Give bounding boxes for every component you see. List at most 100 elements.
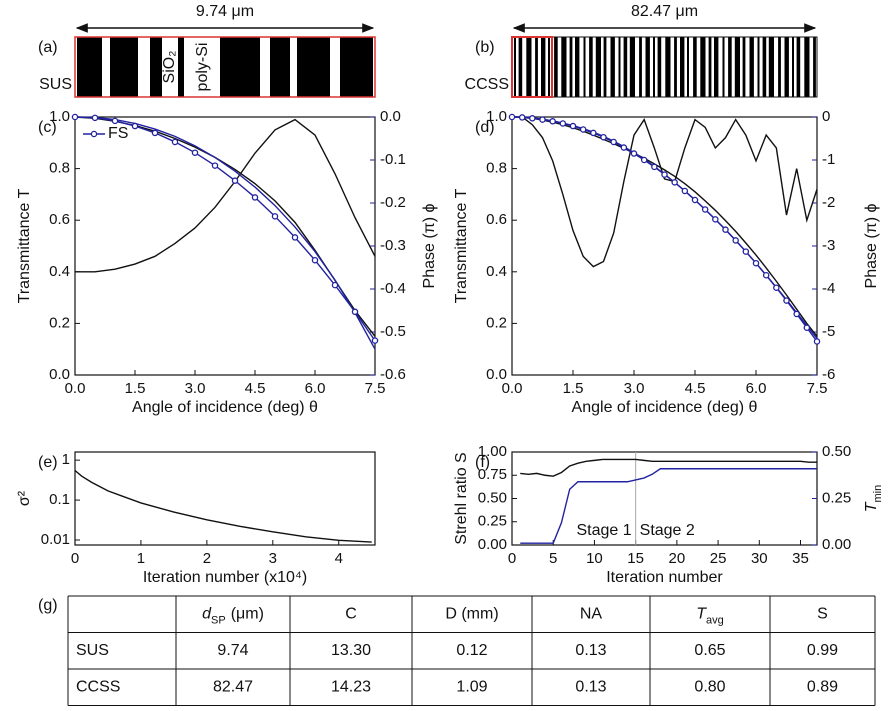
stripe <box>561 37 567 97</box>
series-marker <box>732 237 739 244</box>
material-label: poly-Si <box>194 43 211 92</box>
unit-cell-box <box>511 36 553 98</box>
series-marker <box>211 162 219 169</box>
x-tick-label: 3 <box>269 550 277 567</box>
y-tick-label: 0.8 <box>49 160 70 177</box>
y-tick-label: 0.6 <box>486 211 507 228</box>
y-tick-label: 0.8 <box>486 160 507 177</box>
stripe <box>734 37 740 97</box>
y2-tick-label: 0.0 <box>380 108 401 125</box>
stripe <box>700 37 706 97</box>
y2-axis-label-part: T <box>863 501 880 512</box>
stripe <box>514 37 516 97</box>
series-marker <box>371 337 379 344</box>
series-marker <box>590 129 597 137</box>
stripe <box>297 37 330 97</box>
plot-frame <box>74 451 376 546</box>
series-line <box>75 118 376 273</box>
table-cell: 0.12 <box>456 642 487 659</box>
table-header: D (mm) <box>445 605 498 622</box>
table-header: dSP (μm) <box>202 605 264 626</box>
series-marker <box>151 129 159 137</box>
series-marker <box>773 284 780 291</box>
x-tick-label: 0 <box>508 550 516 567</box>
x-tick-label: 6.0 <box>746 380 767 397</box>
series-line <box>520 458 817 477</box>
y2-tick-label: 0.00 <box>822 536 851 553</box>
table-header: C <box>345 605 357 622</box>
stripe <box>680 37 685 97</box>
stripe <box>220 37 260 97</box>
stripe <box>629 37 635 97</box>
x-tick-label: 3.0 <box>624 380 645 397</box>
width-label: 82.47 μm <box>631 3 698 20</box>
series-marker <box>569 122 577 130</box>
series-marker <box>722 226 729 233</box>
y-tick-label: 0.50 <box>478 489 507 506</box>
y-axis-label: Transmittance T <box>16 188 33 303</box>
table-cell: SUS <box>76 642 109 659</box>
y-tick-label: 0.25 <box>478 513 507 530</box>
series-marker <box>71 113 79 121</box>
panel-label: (g) <box>38 597 58 614</box>
table-cell: 0.80 <box>694 678 725 695</box>
stripe <box>768 37 774 97</box>
stripe <box>796 37 801 97</box>
x-tick-label: 0.0 <box>65 380 86 397</box>
stripe <box>804 37 810 97</box>
stripe <box>575 37 580 97</box>
y-tick-label: 0.4 <box>486 263 507 280</box>
legend-marker <box>90 130 98 138</box>
stage-label: Stage 1 <box>576 522 631 539</box>
x-tick-label: 30 <box>751 550 768 567</box>
structure-border <box>74 36 376 98</box>
stripe <box>589 37 593 97</box>
x-tick-label: 1.5 <box>125 380 146 397</box>
material-label: SiO₂ <box>161 51 178 84</box>
x-axis-label: Angle of incidence (deg) θ <box>572 399 758 416</box>
y-tick-label: 0.00 <box>478 536 507 553</box>
y2-tick-label: 0.25 <box>822 489 851 506</box>
y2-tick-label: -6 <box>822 366 835 383</box>
series-marker <box>579 126 587 133</box>
stage-label: Stage 2 <box>640 522 695 539</box>
stripe <box>518 37 523 97</box>
series-marker <box>691 196 699 204</box>
series-marker <box>91 114 99 122</box>
series-line <box>74 116 376 350</box>
series-marker <box>111 117 119 125</box>
y-tick-label: 0.0 <box>49 366 70 383</box>
stripe <box>77 37 102 97</box>
stripe <box>618 37 621 97</box>
y-axis-label: Transmittance T <box>453 188 470 303</box>
series-marker <box>508 113 516 121</box>
series-marker <box>712 216 719 223</box>
series-marker <box>529 115 536 122</box>
stripe <box>270 37 290 97</box>
stripe <box>548 37 550 97</box>
series-marker <box>803 324 811 331</box>
series-marker <box>762 271 770 279</box>
series-marker <box>783 297 790 304</box>
structure-name: SUS <box>39 76 72 93</box>
stripe <box>610 37 615 97</box>
series-marker <box>291 234 299 241</box>
y-tick-label: 1.00 <box>478 443 507 460</box>
stripe <box>623 37 628 97</box>
stripe <box>728 37 732 97</box>
series-marker <box>752 259 760 267</box>
y-tick-label: 0.01 <box>41 531 70 548</box>
y-axis-label: σ² <box>16 490 33 506</box>
y2-tick-label: -0.2 <box>380 194 406 211</box>
width-label: 9.74 μm <box>196 3 254 20</box>
y2-tick-label: -5 <box>822 323 835 340</box>
y2-tick-label: -0.1 <box>380 151 406 168</box>
y2-tick-label: -0.6 <box>380 366 406 383</box>
series-marker <box>681 187 689 195</box>
table-cell: 0.13 <box>575 678 606 695</box>
stripe <box>603 37 607 97</box>
panel-label: (b) <box>475 39 495 56</box>
y-tick-label: 0.6 <box>49 211 70 228</box>
